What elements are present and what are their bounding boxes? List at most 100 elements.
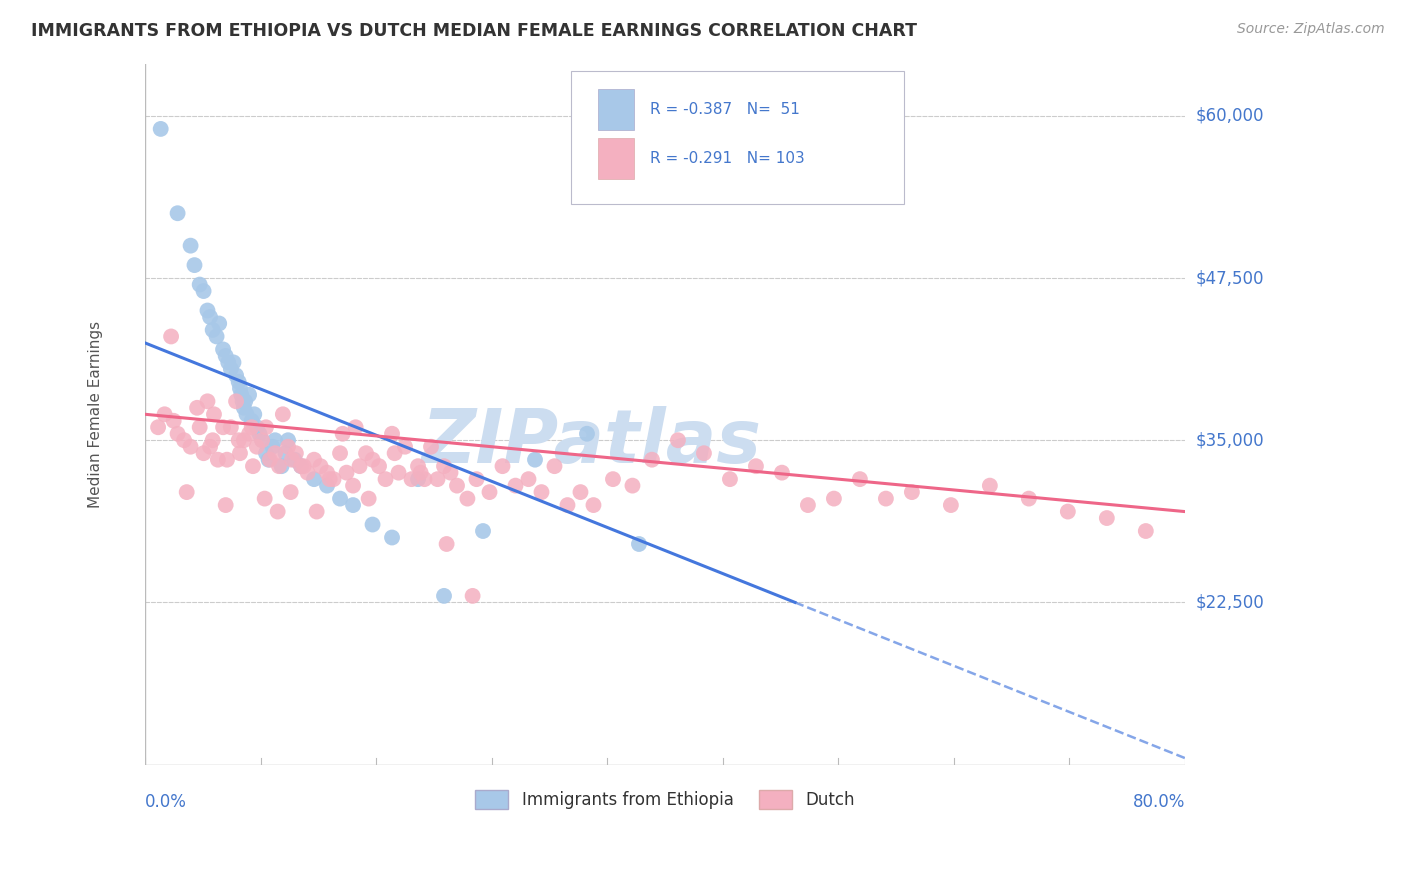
- Point: [229, 446, 252, 460]
- Point: [387, 466, 409, 480]
- Point: [188, 277, 211, 292]
- Text: R = -0.291   N= 103: R = -0.291 N= 103: [651, 151, 806, 166]
- Point: [329, 491, 352, 506]
- Point: [197, 394, 219, 409]
- Point: [240, 420, 263, 434]
- Text: $35,000: $35,000: [1195, 431, 1264, 450]
- Point: [180, 440, 202, 454]
- Point: [569, 485, 592, 500]
- Point: [267, 459, 290, 474]
- Point: [193, 284, 215, 298]
- Point: [361, 452, 384, 467]
- Point: [446, 478, 468, 492]
- Text: ZIPatlas: ZIPatlas: [422, 406, 762, 479]
- Point: [160, 329, 183, 343]
- Point: [166, 426, 188, 441]
- Point: [246, 440, 269, 454]
- Point: [232, 394, 254, 409]
- Point: [153, 407, 176, 421]
- Point: [277, 440, 299, 454]
- Point: [602, 472, 624, 486]
- Point: [215, 498, 238, 512]
- Text: 80.0%: 80.0%: [1132, 793, 1185, 811]
- Point: [280, 485, 302, 500]
- Point: [433, 589, 456, 603]
- Point: [186, 401, 208, 415]
- Point: [342, 478, 364, 492]
- Point: [270, 459, 292, 474]
- Point: [242, 459, 264, 474]
- Point: [344, 420, 367, 434]
- Point: [381, 531, 404, 545]
- Point: [770, 466, 793, 480]
- Point: [173, 434, 195, 448]
- Point: [349, 459, 371, 474]
- Point: [201, 434, 224, 448]
- Text: IMMIGRANTS FROM ETHIOPIA VS DUTCH MEDIAN FEMALE EARNINGS CORRELATION CHART: IMMIGRANTS FROM ETHIOPIA VS DUTCH MEDIAN…: [31, 22, 917, 40]
- Point: [420, 440, 443, 454]
- Point: [271, 407, 294, 421]
- Point: [281, 452, 304, 467]
- Point: [322, 472, 344, 486]
- Point: [745, 459, 768, 474]
- Point: [979, 478, 1001, 492]
- Point: [229, 381, 252, 395]
- Point: [250, 434, 273, 448]
- Point: [465, 472, 488, 486]
- Point: [305, 505, 328, 519]
- Point: [225, 368, 247, 383]
- Point: [302, 472, 325, 486]
- Point: [243, 407, 266, 421]
- Text: $47,500: $47,500: [1195, 269, 1264, 287]
- FancyBboxPatch shape: [571, 71, 904, 204]
- Point: [284, 446, 307, 460]
- Point: [233, 394, 256, 409]
- Point: [939, 498, 962, 512]
- Text: Median Female Earnings: Median Female Earnings: [87, 321, 103, 508]
- Text: Source: ZipAtlas.com: Source: ZipAtlas.com: [1237, 22, 1385, 37]
- Point: [316, 466, 339, 480]
- FancyBboxPatch shape: [599, 89, 634, 130]
- Point: [257, 452, 280, 467]
- Point: [232, 434, 254, 448]
- Point: [215, 349, 238, 363]
- Point: [222, 355, 245, 369]
- Point: [641, 452, 664, 467]
- Point: [1018, 491, 1040, 506]
- Point: [406, 472, 429, 486]
- Point: [290, 459, 312, 474]
- Point: [472, 524, 495, 538]
- Point: [1056, 505, 1078, 519]
- Point: [901, 485, 924, 500]
- Point: [627, 537, 650, 551]
- Point: [198, 310, 221, 324]
- Point: [426, 472, 449, 486]
- Point: [524, 452, 547, 467]
- Point: [478, 485, 501, 500]
- Point: [202, 407, 225, 421]
- Point: [335, 466, 357, 480]
- Point: [309, 459, 332, 474]
- Point: [693, 446, 716, 460]
- Point: [302, 452, 325, 467]
- Point: [666, 434, 689, 448]
- Point: [238, 426, 260, 441]
- Point: [235, 407, 257, 421]
- Point: [413, 472, 436, 486]
- Point: [249, 426, 271, 441]
- Point: [823, 491, 845, 506]
- Text: $22,500: $22,500: [1195, 593, 1264, 611]
- Point: [342, 498, 364, 512]
- Point: [201, 323, 224, 337]
- Point: [183, 258, 205, 272]
- Point: [215, 452, 238, 467]
- Point: [517, 472, 540, 486]
- Point: [505, 478, 527, 492]
- Text: 0.0%: 0.0%: [145, 793, 187, 811]
- Point: [246, 420, 269, 434]
- Point: [146, 420, 169, 434]
- Text: R = -0.387   N=  51: R = -0.387 N= 51: [651, 102, 800, 117]
- Point: [381, 426, 404, 441]
- Point: [254, 420, 277, 434]
- Point: [262, 440, 284, 454]
